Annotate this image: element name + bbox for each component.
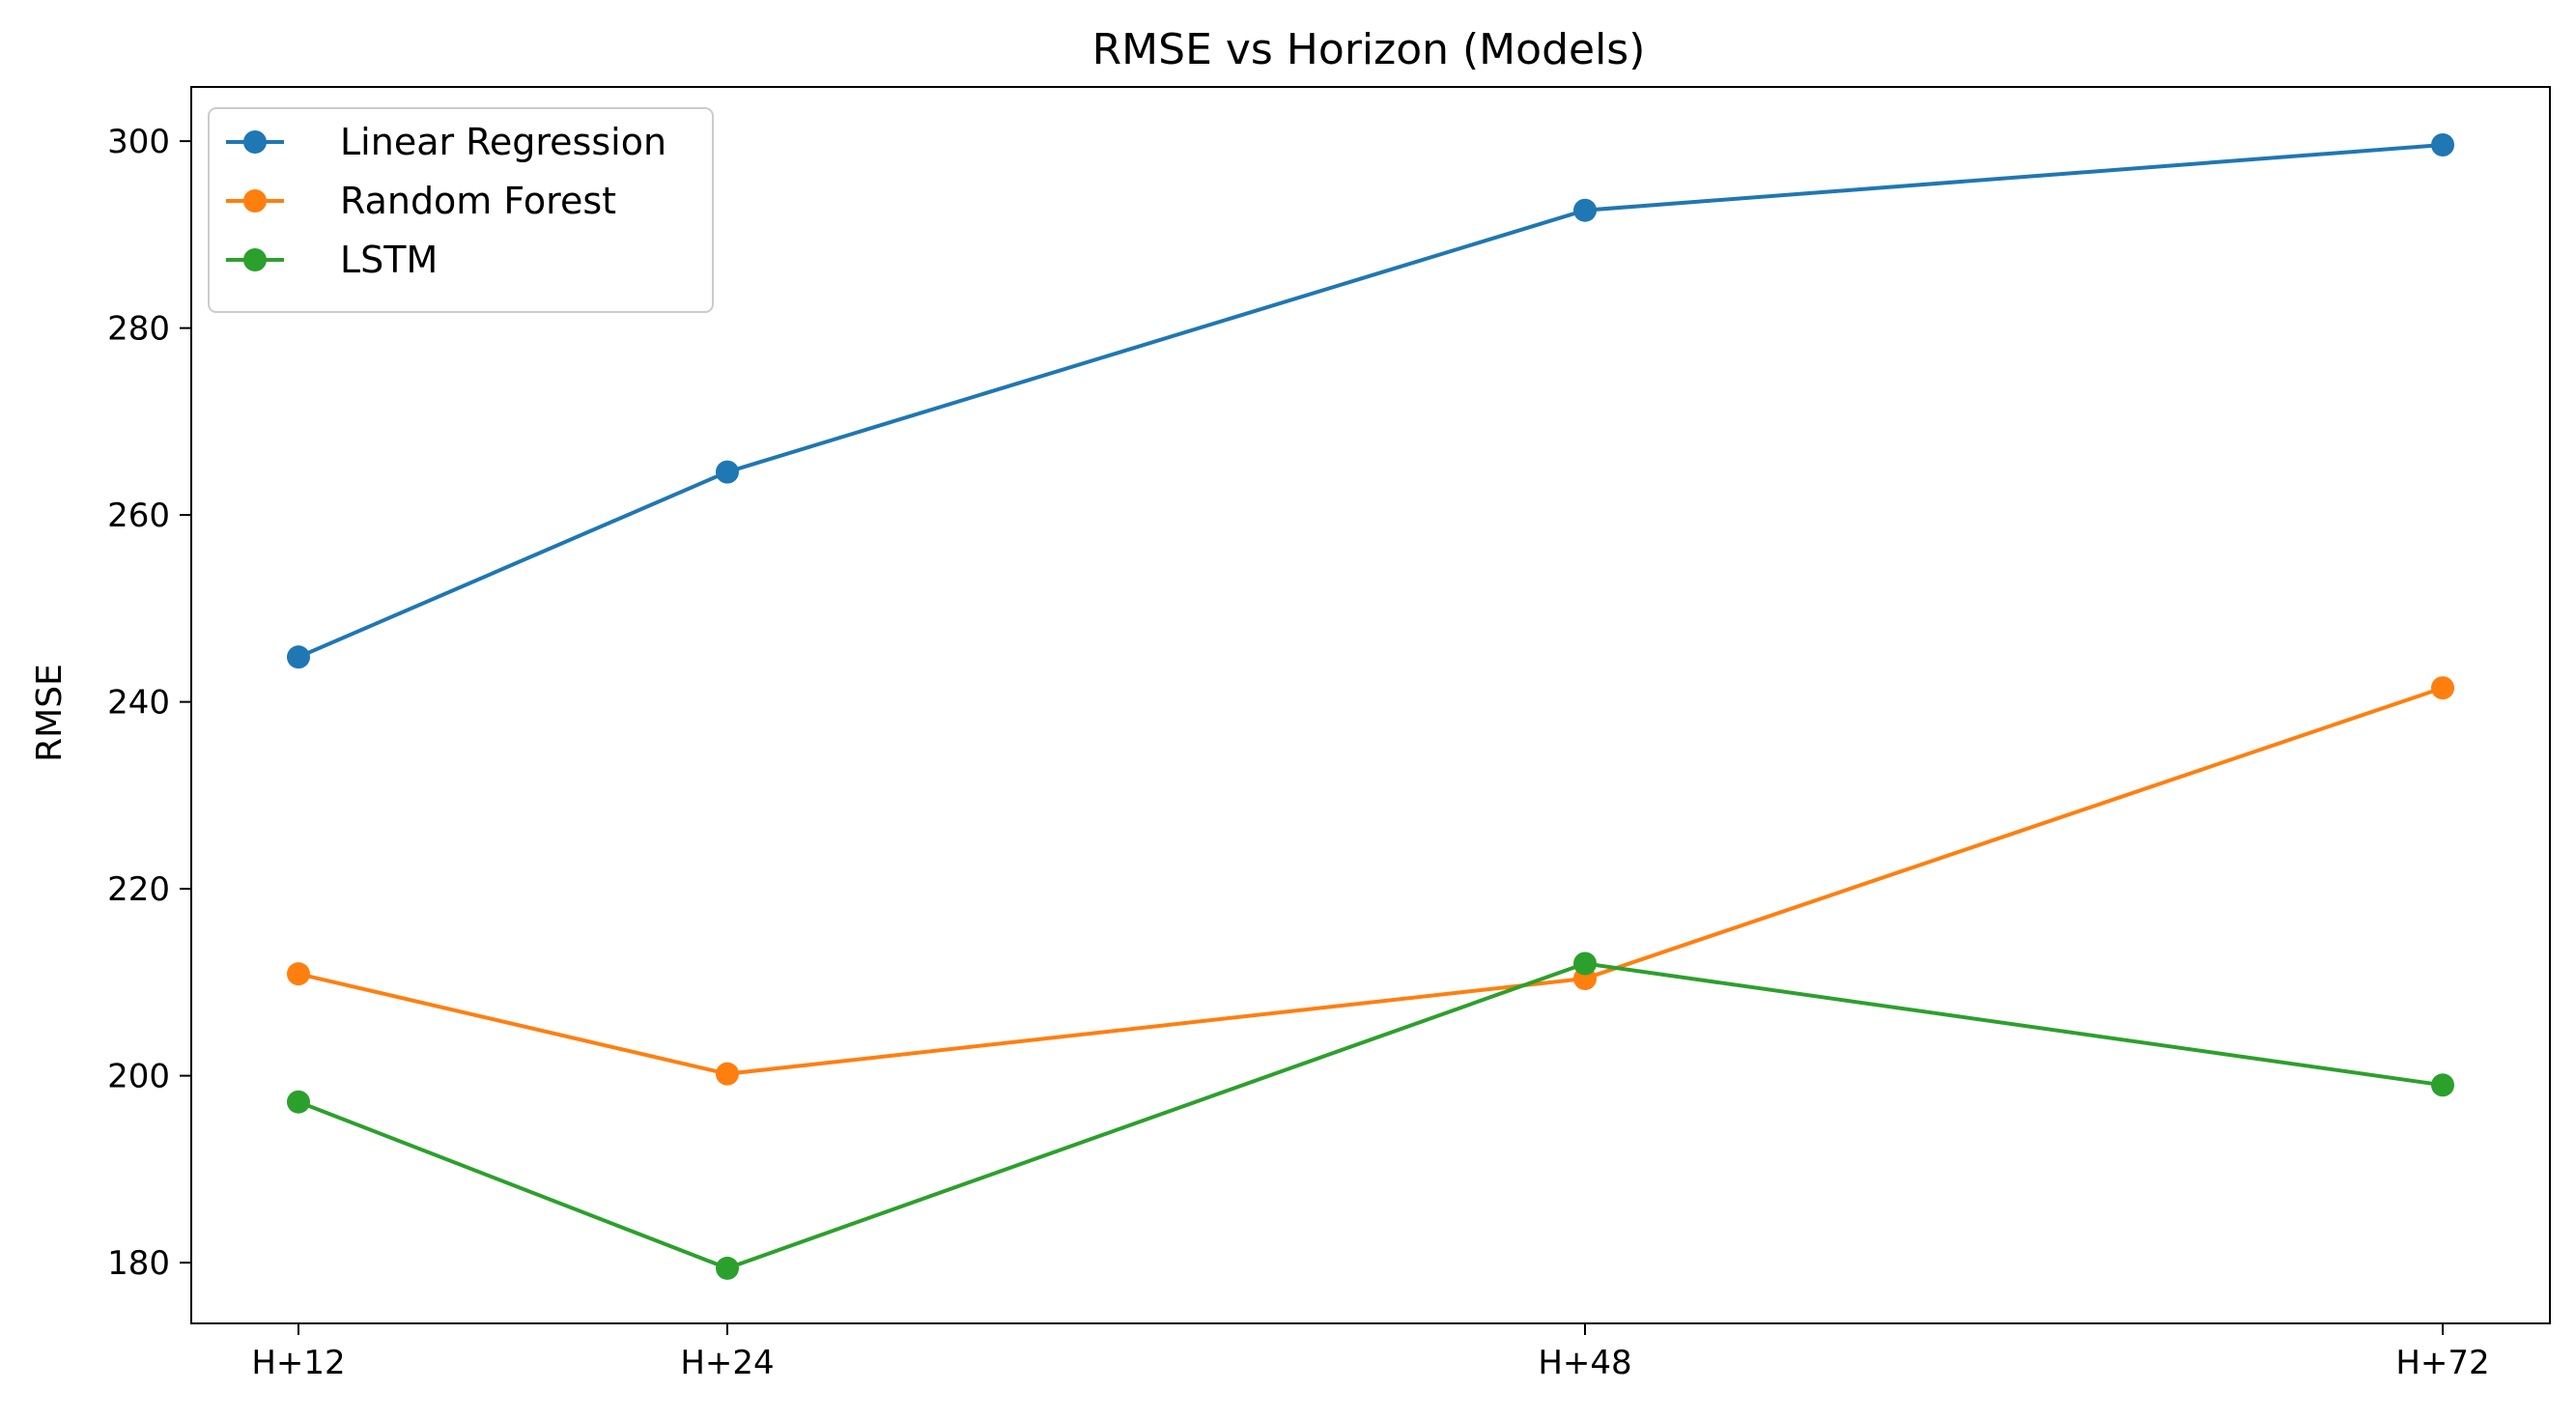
data-point-random-forest-H+72 (2431, 676, 2454, 700)
data-point-linear-regression-H+72 (2431, 132, 2454, 156)
series-line-lstm (297, 961, 2444, 1270)
data-point-lstm-H+24 (716, 1256, 739, 1280)
data-point-lstm-H+12 (287, 1090, 310, 1114)
y-tick-label: 280 (107, 310, 170, 349)
plot-area: 180 200 220 240 260 280 300 H+12 H+24 H+48 H+72 (107, 86, 2551, 1382)
x-tick-label: H+72 (2395, 1344, 2489, 1382)
y-axis-label: RMSE (30, 664, 70, 762)
legend-box (208, 107, 714, 313)
data-point-linear-regression-H+48 (1573, 198, 1597, 222)
y-tick-label: 180 (107, 1244, 170, 1283)
legend-marker-random-forest (243, 189, 267, 213)
x-tick-label: H+48 (1538, 1344, 1631, 1382)
y-tick-label: 220 (107, 870, 170, 909)
x-tick-label: H+12 (251, 1344, 345, 1382)
x-tick-label: H+24 (680, 1344, 774, 1382)
data-point-random-forest-H+12 (287, 962, 310, 986)
y-tick-label: 200 (107, 1058, 170, 1096)
legend-label-linear-regression: Linear Regression (340, 121, 666, 163)
legend-marker-linear-regression (243, 130, 267, 154)
legend-marker-lstm (243, 248, 267, 271)
axes-frame (190, 86, 2551, 1324)
legend-label-lstm: LSTM (340, 239, 438, 281)
y-tick-label: 240 (107, 684, 170, 723)
legend: Linear Regression Random Forest LSTM (208, 107, 714, 313)
data-point-random-forest-H+24 (716, 1062, 739, 1086)
series-line-linear-regression (297, 143, 2444, 660)
chart-title: RMSE vs Horizon (Models) (1092, 25, 1646, 74)
y-tick-label: 260 (107, 497, 170, 535)
legend-label-random-forest: Random Forest (340, 180, 616, 222)
data-point-lstm-H+72 (2431, 1073, 2454, 1097)
series-line-random-forest (297, 686, 2444, 1076)
data-point-linear-regression-H+24 (716, 460, 739, 484)
data-point-linear-regression-H+12 (287, 645, 310, 669)
y-tick-label: 300 (107, 123, 170, 161)
data-point-lstm-H+48 (1573, 951, 1597, 976)
